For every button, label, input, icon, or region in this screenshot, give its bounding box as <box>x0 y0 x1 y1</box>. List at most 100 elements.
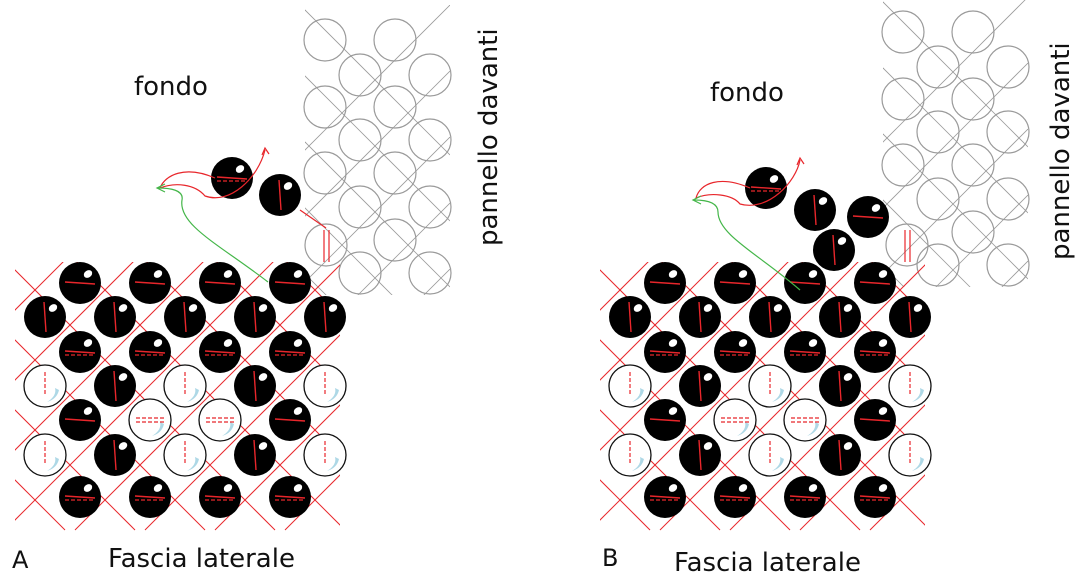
bead-shine <box>837 237 847 245</box>
black-bead <box>819 365 861 407</box>
thread-line <box>310 260 580 530</box>
thread-through <box>789 495 821 499</box>
black-bead <box>679 434 721 476</box>
panel-b-fascia-label: Fascia laterale <box>674 548 861 578</box>
black-bead <box>199 262 241 304</box>
front-panel-bead <box>916 110 960 154</box>
bead-reflection <box>632 388 644 402</box>
thread-through <box>43 301 47 333</box>
white-bead <box>713 398 757 442</box>
thread-through <box>719 281 751 285</box>
front-panel-bead <box>408 185 452 229</box>
white-bead <box>303 433 347 477</box>
thread-through <box>698 370 702 402</box>
thread-through <box>64 495 96 499</box>
bead-reflection <box>47 388 59 402</box>
thread-arrowhead <box>261 146 270 156</box>
thread-through <box>323 301 327 333</box>
bead-reflection <box>912 457 924 471</box>
front-panel-bead <box>916 45 960 89</box>
black-bead <box>59 262 101 304</box>
bead-shine <box>668 484 678 492</box>
bead-shine <box>258 304 268 312</box>
white-bead <box>608 364 652 408</box>
front-panel-bead <box>408 251 452 295</box>
green-thread-arrowhead <box>691 195 702 205</box>
bead-reflection <box>772 457 784 471</box>
white-bead <box>128 398 172 442</box>
black-bead <box>211 157 253 199</box>
front-panel-bead <box>408 118 452 162</box>
white-bead <box>198 398 242 442</box>
panel-line <box>883 128 1028 275</box>
thread-through <box>204 350 236 354</box>
bead-shine <box>48 304 58 312</box>
panel-a <box>15 5 452 531</box>
black-bead <box>784 331 826 373</box>
black-bead <box>199 476 241 518</box>
black-bead <box>59 399 101 441</box>
white-bead <box>748 433 792 477</box>
bead-reflection <box>912 388 924 402</box>
bead-shine <box>293 339 303 347</box>
bead-shine <box>668 407 678 415</box>
thread-through <box>278 179 282 211</box>
thread-through <box>719 495 751 499</box>
bead-shine <box>283 182 293 190</box>
thread-through <box>649 495 681 499</box>
thread-path <box>299 209 327 229</box>
bead-shine <box>223 270 233 278</box>
bead-shine <box>668 339 678 347</box>
thread-through <box>113 439 117 471</box>
thread-through <box>698 301 702 333</box>
black-bead <box>714 476 756 518</box>
thread-through <box>134 281 166 285</box>
bead-shine <box>703 373 713 381</box>
panel-a-pannello-label: pannello davanti <box>474 28 504 246</box>
thread-through <box>183 301 187 333</box>
bead-shine <box>843 373 853 381</box>
bead-shine <box>83 484 93 492</box>
black-bead <box>644 399 686 441</box>
bead-shine <box>293 270 303 278</box>
bead-shine <box>878 270 888 278</box>
bead-shine <box>223 339 233 347</box>
thread-line <box>940 260 1078 530</box>
black-bead <box>854 331 896 373</box>
thread-path <box>695 159 801 206</box>
bead-shine <box>293 484 303 492</box>
thread-through <box>113 370 117 402</box>
front-panel-bead <box>373 18 417 62</box>
white-bead <box>163 364 207 408</box>
bead-shine <box>668 270 678 278</box>
green-thread-path <box>157 187 269 283</box>
bead-shine <box>188 304 198 312</box>
bead-shine <box>153 339 163 347</box>
thread-through <box>789 350 821 354</box>
bead-reflection <box>47 457 59 471</box>
thread-through <box>768 301 772 333</box>
bead-shine <box>258 442 268 450</box>
bead-shine <box>633 304 643 312</box>
black-bead <box>749 296 791 338</box>
black-bead <box>59 476 101 518</box>
front-panel-bead <box>338 118 382 162</box>
thread-line <box>310 260 580 530</box>
bead-shine <box>83 270 93 278</box>
front-panel-bead <box>986 110 1030 154</box>
thread-through <box>838 370 842 402</box>
bead-shine <box>293 407 303 415</box>
thread-through <box>649 418 681 422</box>
thread-line <box>15 262 134 381</box>
black-bead <box>269 262 311 304</box>
thread-through <box>719 350 751 354</box>
white-bead <box>748 364 792 408</box>
thread-through <box>649 281 681 285</box>
black-bead <box>819 296 861 338</box>
bead-shine <box>878 407 888 415</box>
front-panel-bead <box>881 143 925 187</box>
bead-shine <box>808 339 818 347</box>
bead-reflection <box>222 422 234 436</box>
bead-shine <box>703 442 713 450</box>
black-bead <box>889 296 931 338</box>
